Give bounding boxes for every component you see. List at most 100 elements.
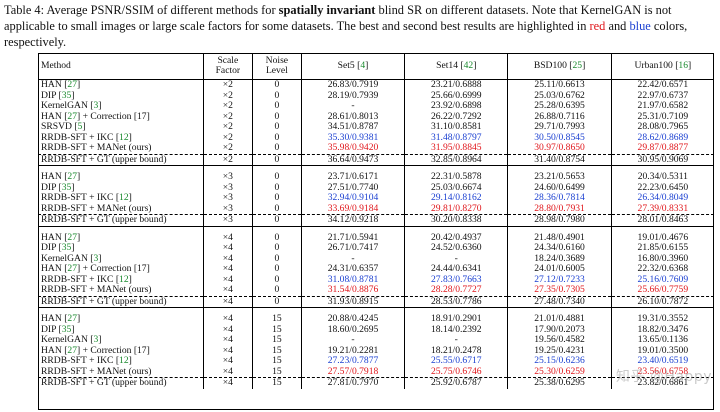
method-cell: HAN [27]	[41, 313, 81, 324]
method-name: RRDB-SFT + GT (upper bound)	[41, 153, 167, 165]
table-row: KernelGAN [3] ×4 0- -18.24/0.3689 16.80/0.39…	[38, 253, 714, 264]
noise-cell: 15	[251, 366, 302, 378]
value-cell: 25.03/0.6762	[507, 90, 612, 101]
scale-cell: ×4	[202, 313, 253, 325]
header-noise: Noise Level	[251, 53, 302, 80]
method-name: RRDB-SFT + IKC	[41, 192, 114, 203]
value-cell: 19.01/0.4676	[610, 232, 714, 243]
value-cell: 28.98/0.7980	[507, 214, 612, 226]
scale-cell: ×2	[202, 90, 253, 101]
method-ref: 27	[67, 171, 77, 182]
separator-cell	[404, 307, 508, 314]
value-cell: 28.80/0.7931	[507, 203, 612, 215]
method-cell: RRDB-SFT + GT (upper bound)	[38, 214, 204, 226]
method-suffix: + Correction [17]	[80, 110, 150, 122]
caption-lead: Table 4: Average PSNR/SSIM of different …	[4, 3, 279, 17]
group-separator	[38, 165, 714, 172]
scale-cell: ×4	[202, 324, 253, 335]
table-row: RRDB-SFT + MANet (ours) ×2 0 35.98/0.9420 31…	[38, 142, 714, 154]
value-cell: 21.48/0.4901	[507, 232, 612, 243]
noise-cell: 0	[251, 214, 302, 226]
value-cell: 13.65/0.1136	[610, 334, 714, 346]
value-cell: 21.97/0.6582	[610, 100, 714, 112]
noise-cell: 0	[251, 153, 302, 166]
method-ref: 27	[67, 79, 77, 90]
table-row: RRDB-SFT + GT (upper bound) ×4 0 31.93/0.89…	[38, 295, 714, 308]
header-set5: Set5 [4]	[300, 53, 405, 80]
value-cell: 25.75/0.6746	[404, 366, 508, 378]
value-cell: 35.98/0.9420	[300, 142, 405, 154]
value-cell: 31.95/0.8845	[404, 142, 508, 154]
table-row: DIP [35] ×3 0 27.51/0.7740 25.03/0.6674 24.60…	[38, 182, 714, 193]
table-row: HAN [27] + Correction [17] ×4 0 24.31/0.635…	[38, 263, 714, 275]
method-name: HAN	[41, 171, 62, 182]
noise-cell: 0	[251, 100, 302, 112]
value-cell: 25.16/0.7609	[610, 274, 714, 285]
method-ref: 35	[61, 323, 72, 335]
value-cell: 27.57/0.7918	[300, 366, 405, 378]
method-name: RRDB-SFT + IKC	[41, 355, 114, 366]
header-scale: Scale Factor	[202, 53, 253, 80]
value-cell: 28.62/0.8689	[610, 132, 714, 143]
header-bsd100-ref: 25	[572, 59, 583, 71]
value-cell: 19.25/0.4231	[507, 345, 612, 356]
value-cell: 25.11/0.6613	[507, 79, 612, 91]
caption-red-word: red	[589, 19, 606, 33]
noise-cell: 0	[251, 192, 302, 204]
scale-cell: ×3	[202, 214, 253, 226]
noise-cell: 15	[251, 324, 302, 335]
value-cell: 19.01/0.3500	[610, 345, 714, 356]
value-cell: 29.87/0.8877	[610, 142, 714, 154]
value-cell: -	[404, 334, 508, 346]
method-cell: DIP [35]	[41, 89, 75, 101]
method-name: RRDB-SFT + MANet (ours)	[41, 202, 152, 214]
value-cell: 24.60/0.6499	[507, 182, 612, 193]
value-cell: 20.34/0.5311	[610, 171, 714, 183]
separator-cell	[251, 225, 302, 233]
scale-cell: ×3	[202, 203, 253, 215]
method-cell: RRDB-SFT + IKC [12]	[41, 131, 132, 143]
method-name: DIP	[41, 89, 57, 101]
value-cell: 23.92/0.6898	[404, 100, 508, 112]
value-cell: 25.66/0.6999	[404, 90, 508, 101]
header-urban100-name: Urban100	[634, 59, 673, 71]
value-cell: -	[300, 100, 405, 112]
noise-cell: 0	[251, 182, 302, 193]
scale-cell: ×4	[202, 274, 253, 285]
value-cell: 24.01/0.6005	[507, 263, 612, 275]
method-cell: RRDB-SFT + IKC [12]	[41, 192, 132, 203]
caption-mid: blind SR on different datasets. Note tha…	[4, 3, 672, 33]
value-cell: 25.31/0.7109	[610, 111, 714, 122]
value-cell: 23.21/0.6888	[404, 79, 508, 91]
method-cell: HAN [27]	[41, 171, 81, 182]
value-cell: 22.32/0.6368	[610, 263, 714, 275]
value-cell: 18.60/0.2695	[300, 324, 405, 335]
noise-cell: 0	[251, 90, 302, 101]
method-cell: HAN [27] + Correction [17]	[41, 344, 150, 356]
value-cell: 34.12/0.9218	[300, 214, 405, 226]
table-row: HAN [27] ×3 0 23.71/0.6171 22.31/0.5878 23.21…	[38, 171, 714, 183]
group-separator	[38, 307, 714, 314]
value-cell: 18.24/0.3689	[507, 253, 612, 264]
scale-cell: ×2	[202, 111, 253, 122]
separator-cell	[507, 165, 612, 172]
value-cell: 34.51/0.8787	[300, 121, 405, 133]
noise-cell: 0	[251, 111, 302, 122]
noise-cell: 0	[251, 121, 302, 133]
method-cell: HAN [27]	[41, 79, 81, 90]
value-cell: 28.19/0.7939	[300, 90, 405, 101]
value-cell: 33.69/0.9184	[300, 203, 405, 215]
separator-cell	[38, 225, 204, 233]
value-cell: 25.03/0.6674	[404, 182, 508, 193]
method-cell: KernelGAN [3]	[41, 334, 102, 345]
scale-cell: ×2	[202, 121, 253, 133]
table-row: SRSVD [5] ×2 0 34.51/0.8787 31.10/0.8581 29.7…	[38, 121, 714, 133]
method-name: HAN	[41, 231, 62, 243]
noise-cell: 0	[251, 132, 302, 143]
value-cell: 31.54/0.8876	[300, 284, 405, 296]
scale-cell: ×4	[202, 366, 253, 378]
value-cell: 28.53/0.7786	[404, 295, 508, 308]
value-cell: 26.10/0.7872	[610, 295, 714, 308]
separator-cell	[251, 165, 302, 172]
scale-cell: ×4	[202, 295, 253, 308]
